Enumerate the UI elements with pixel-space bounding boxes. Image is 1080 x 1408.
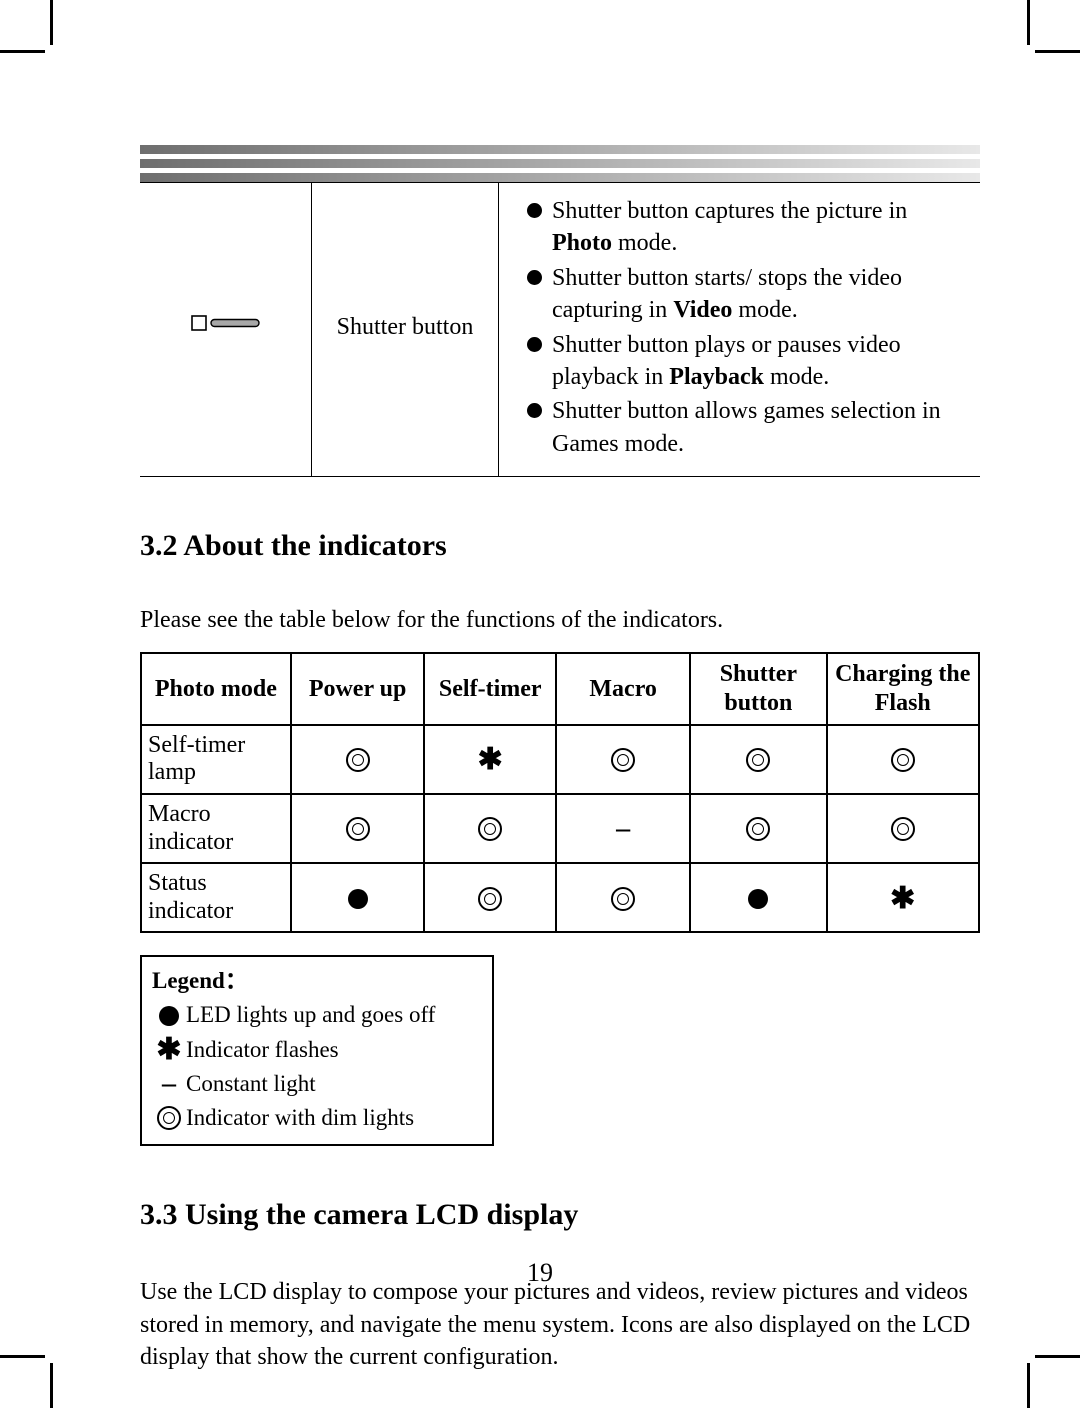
col-header: Shutter button — [690, 653, 826, 725]
bullet-item: Shutter button allows games selection in… — [527, 395, 970, 460]
legend-item: ✱ Indicator flashes — [152, 1034, 482, 1066]
constant-dash-icon: – — [152, 1074, 186, 1094]
cell: – — [556, 794, 690, 863]
gradient-bar — [140, 173, 980, 182]
bullet-icon — [527, 203, 542, 218]
table-row: Shutter button Shutter button captures t… — [140, 183, 980, 477]
gradient-bar — [140, 145, 980, 154]
dim-circle-icon — [891, 748, 915, 772]
dim-circle-icon — [346, 817, 370, 841]
cell — [690, 863, 826, 932]
legend-text: Constant light — [186, 1068, 316, 1100]
cell — [827, 794, 980, 863]
bullet-text: Shutter button starts/ stops the video c… — [552, 262, 970, 327]
shutter-desc-cell: Shutter button captures the picture in P… — [499, 183, 981, 477]
cell — [291, 863, 425, 932]
crop-mark — [1027, 1363, 1030, 1408]
row-label: Self-timer lamp — [141, 725, 291, 794]
legend-title: Legend： — [152, 965, 482, 997]
crop-mark — [1027, 0, 1030, 45]
flash-star-icon: ✱ — [152, 1040, 186, 1060]
cell — [291, 794, 425, 863]
bullet-text: Shutter button plays or pauses video pla… — [552, 329, 970, 394]
dim-circle-icon — [611, 887, 635, 911]
flash-star-icon: ✱ — [478, 750, 503, 770]
legend-text: Indicator flashes — [186, 1034, 339, 1066]
cell: ✱ — [827, 863, 980, 932]
crop-mark — [50, 1363, 53, 1408]
dim-circle-icon — [478, 817, 502, 841]
section-heading-3-3: 3.3 Using the camera LCD display — [140, 1198, 980, 1232]
col-header: Macro — [556, 653, 690, 725]
dim-circle-icon — [346, 748, 370, 772]
col-header: Charging the Flash — [827, 653, 980, 725]
crop-mark — [0, 1355, 45, 1358]
bullet-icon — [527, 403, 542, 418]
dim-circle-icon — [152, 1106, 186, 1130]
constant-dash-icon: – — [616, 819, 630, 839]
dim-circle-icon — [478, 887, 502, 911]
bullet-item: Shutter button plays or pauses video pla… — [527, 329, 970, 394]
bullet-icon — [527, 337, 542, 352]
row-label: Status indicator — [141, 863, 291, 932]
indicators-table: Photo mode Power up Self-timer Macro Shu… — [140, 652, 980, 933]
crop-mark — [50, 0, 53, 45]
flash-star-icon: ✱ — [890, 889, 915, 909]
crop-mark — [1035, 50, 1080, 53]
cell — [690, 794, 826, 863]
cell — [556, 863, 690, 932]
crop-mark — [0, 50, 45, 53]
crop-mark — [1035, 1355, 1080, 1358]
table-header-row: Photo mode Power up Self-timer Macro Shu… — [141, 653, 979, 725]
col-header: Photo mode — [141, 653, 291, 725]
cell — [424, 794, 556, 863]
table-row: Macro indicator – — [141, 794, 979, 863]
col-header: Power up — [291, 653, 425, 725]
shutter-button-icon — [191, 311, 261, 344]
table-row: Status indicator ✱ — [141, 863, 979, 932]
cell — [690, 725, 826, 794]
shutter-icon-cell — [140, 183, 312, 477]
led-dot-icon — [152, 1006, 186, 1026]
content-area: Shutter button Shutter button captures t… — [140, 145, 980, 1373]
cell — [291, 725, 425, 794]
gradient-bar — [140, 159, 980, 168]
shutter-button-table: Shutter button Shutter button captures t… — [140, 182, 980, 477]
cell — [556, 725, 690, 794]
led-dot-icon — [748, 889, 768, 909]
page: Shutter button Shutter button captures t… — [0, 0, 1080, 1408]
legend-text: Indicator with dim lights — [186, 1102, 414, 1134]
legend-item: Indicator with dim lights — [152, 1102, 482, 1134]
bullet-icon — [527, 270, 542, 285]
shutter-label: Shutter button — [337, 314, 474, 340]
dim-circle-icon — [746, 817, 770, 841]
page-number: 19 — [0, 1258, 1080, 1288]
row-label: Macro indicator — [141, 794, 291, 863]
section-3-3-paragraph: Use the LCD display to compose your pict… — [140, 1276, 980, 1373]
section-heading-3-2: 3.2 About the indicators — [140, 529, 980, 563]
table-row: Self-timer lamp ✱ — [141, 725, 979, 794]
bullet-item: Shutter button captures the picture in P… — [527, 195, 970, 260]
section-3-2-intro: Please see the table below for the funct… — [140, 607, 980, 634]
bullet-text: Shutter button captures the picture in P… — [552, 195, 970, 260]
col-header: Self-timer — [424, 653, 556, 725]
led-dot-icon — [348, 889, 368, 909]
legend-item: – Constant light — [152, 1068, 482, 1100]
dim-circle-icon — [611, 748, 635, 772]
header-gradient-bars — [140, 145, 980, 182]
shutter-label-cell: Shutter button — [312, 183, 499, 477]
cell: ✱ — [424, 725, 556, 794]
bullet-item: Shutter button starts/ stops the video c… — [527, 262, 970, 327]
cell — [424, 863, 556, 932]
dim-circle-icon — [891, 817, 915, 841]
dim-circle-icon — [746, 748, 770, 772]
legend-item: LED lights up and goes off — [152, 999, 482, 1031]
legend-text: LED lights up and goes off — [186, 999, 435, 1031]
bullet-text: Shutter button allows games selection in… — [552, 395, 970, 460]
legend-box: Legend： LED lights up and goes off ✱ Ind… — [140, 955, 494, 1146]
cell — [827, 725, 980, 794]
